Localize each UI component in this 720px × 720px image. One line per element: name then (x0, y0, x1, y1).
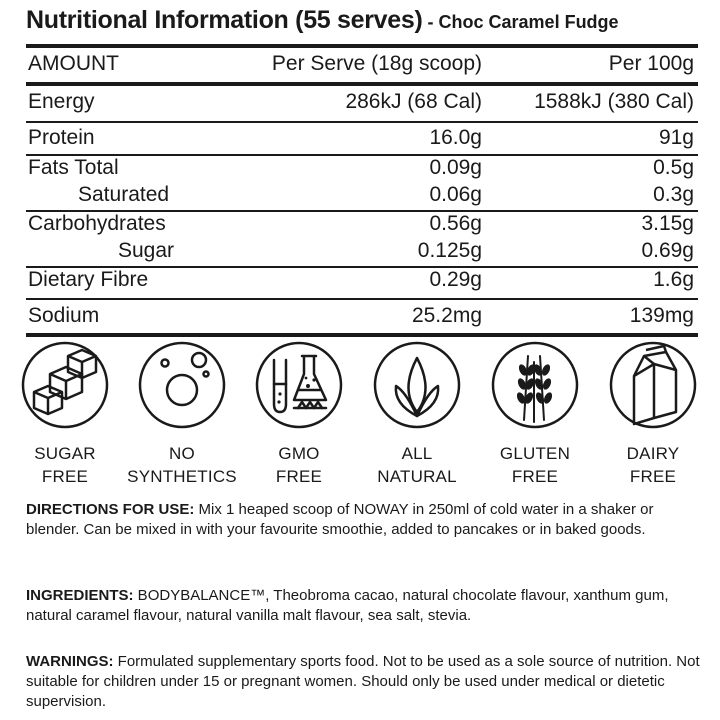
row-per-100g: 0.3g (653, 183, 694, 206)
lab-flask-icon (255, 341, 343, 429)
table-row: Energy 286kJ (68 Cal) 1588kJ (380 Cal) (26, 90, 698, 117)
table-row: Sodium 25.2mg 139mg (26, 304, 698, 331)
warnings-heading: WARNINGS: (26, 653, 114, 670)
row-per-serve: 286kJ (68 Cal) (345, 90, 482, 113)
badge-dairy-free: DAIRY FREE (598, 340, 708, 490)
row-per-100g: 0.69g (641, 239, 694, 262)
badge-all-natural: ALL NATURAL (362, 340, 472, 490)
milk-carton-icon (609, 341, 697, 429)
badge-line1: GMO (278, 444, 320, 463)
row-per-serve: 0.125g (417, 239, 482, 262)
header-amount: AMOUNT (28, 52, 119, 75)
badge-line2: FREE (511, 467, 559, 486)
row-per-100g: 139mg (629, 304, 694, 327)
title-flavour: - Choc Caramel Fudge (422, 12, 619, 32)
directions-section: DIRECTIONS FOR USE: Mix 1 heaped scoop o… (26, 500, 702, 540)
table-row: Sugar 0.125g 0.69g (26, 239, 698, 266)
row-per-100g: 91g (658, 126, 694, 149)
badge-line1: NO (169, 444, 195, 463)
table-row: Saturated 0.06g 0.3g (26, 183, 698, 210)
row-per-serve: 0.06g (429, 183, 482, 206)
wheat-icon (491, 341, 579, 429)
row-per-serve: 0.56g (429, 212, 482, 235)
bubbles-icon (138, 341, 226, 429)
badge-line2: NATURAL (377, 467, 457, 486)
ingredients-section: INGREDIENTS: BODYBALANCE™, Theobroma cac… (26, 586, 702, 626)
row-per-100g: 1.6g (653, 268, 694, 291)
row-label: Saturated (78, 183, 170, 206)
label-title: Nutritional Information (55 serves) - Ch… (26, 6, 706, 35)
badge-sugar-free: SUGAR FREE (10, 340, 120, 490)
table-bottom-divider (26, 333, 698, 337)
table-row: Protein 16.0g 91g (26, 126, 698, 153)
row-label: Fats Total (28, 156, 119, 179)
badge-line1: ALL (401, 444, 433, 463)
badge-line2: FREE (629, 467, 677, 486)
title-main: Nutritional Information (55 serves) (26, 6, 423, 34)
row-per-100g: 0.5g (653, 156, 694, 179)
title-divider (26, 44, 698, 48)
badge-no-synthetics: NO SYNTHETICS (127, 340, 237, 490)
row-per-100g: 1588kJ (380 Cal) (534, 90, 694, 113)
badge-line2: SYNTHETICS (127, 467, 237, 486)
leaf-icon (373, 341, 461, 429)
row-divider (26, 121, 698, 123)
header-per-serve: Per Serve (18g scoop) (271, 52, 482, 75)
header-per-100g: Per 100g (608, 52, 694, 75)
table-row: Dietary Fibre 0.29g 1.6g (26, 268, 698, 295)
badge-line1: DAIRY (626, 444, 680, 463)
ingredients-text: BODYBALANCE™, Theobroma cacao, natural c… (26, 587, 669, 624)
ingredients-heading: INGREDIENTS: (26, 587, 134, 604)
row-label: Protein (28, 126, 95, 149)
badge-line1: GLUTEN (499, 444, 571, 463)
table-row: Carbohydrates 0.56g 3.15g (26, 212, 698, 239)
badge-gmo-free: GMO FREE (244, 340, 354, 490)
table-header: AMOUNT Per Serve (18g scoop) Per 100g (26, 52, 698, 79)
row-per-serve: 25.2mg (411, 304, 482, 327)
row-divider (26, 266, 698, 268)
sugar-cubes-icon (21, 341, 109, 429)
row-divider (26, 210, 698, 212)
feature-badges: SUGAR FREE NO SYNTHETICS (0, 340, 720, 490)
row-label: Sugar (118, 239, 175, 262)
warnings-text: Formulated supplementary sports food. No… (26, 653, 700, 710)
directions-text: Mix 1 heaped scoop of NOWAY in 250ml of … (26, 501, 654, 538)
table-row: Fats Total 0.09g 0.5g (26, 156, 698, 183)
warnings-section: WARNINGS: Formulated supplementary sport… (26, 652, 702, 712)
row-divider (26, 298, 698, 300)
row-divider (26, 154, 698, 156)
badge-line1: SUGAR (34, 444, 96, 463)
row-label: Carbohydrates (28, 212, 166, 235)
badge-gluten-free: GLUTEN FREE (480, 340, 590, 490)
row-per-serve: 0.09g (429, 156, 482, 179)
header-divider (26, 82, 698, 86)
row-per-serve: 0.29g (429, 268, 482, 291)
badge-line2: FREE (275, 467, 323, 486)
row-per-serve: 16.0g (429, 126, 482, 149)
badge-line2: FREE (41, 467, 89, 486)
row-label: Dietary Fibre (28, 268, 149, 291)
row-per-100g: 3.15g (641, 212, 694, 235)
row-label: Sodium (28, 304, 100, 327)
directions-heading: DIRECTIONS FOR USE: (26, 501, 195, 518)
row-label: Energy (28, 90, 95, 113)
